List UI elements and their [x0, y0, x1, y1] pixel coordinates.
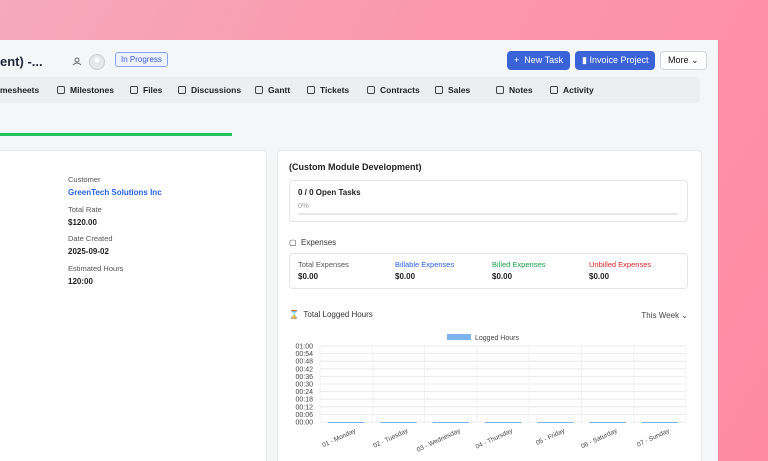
- expense-label: Unbilled Expenses: [589, 260, 652, 269]
- legend-label: Logged Hours: [475, 335, 519, 342]
- x-tick-label: 07 - Sunday: [636, 427, 671, 448]
- app-window: ent) -... In Progress + New Task ▮ Invoi…: [0, 40, 718, 461]
- field-label: Customer: [68, 175, 101, 184]
- overview-card: (Custom Module Development) 0 / 0 Open T…: [277, 150, 702, 461]
- tab[interactable]: Notes: [496, 85, 533, 95]
- open-tasks-label: 0 / 0 Open Tasks: [298, 188, 361, 197]
- field-value: 2025-09-02: [68, 247, 109, 256]
- button-label: New Task: [524, 55, 564, 65]
- progress-bar: [0, 133, 232, 136]
- field-value: 120:00: [68, 276, 93, 286]
- open-tasks-percent: 0%: [298, 201, 309, 210]
- expense-label: Billable Expenses: [395, 260, 455, 269]
- bar: [380, 422, 417, 423]
- y-tick-label: 00:36: [295, 374, 313, 381]
- expense-label: Billed Expenses: [492, 260, 546, 269]
- button-label: Invoice Project: [589, 55, 649, 65]
- tab-icon: [307, 86, 315, 94]
- more-button[interactable]: More ⌄: [660, 51, 707, 70]
- tab-icon: [367, 86, 375, 94]
- y-tick-label: 01:00: [295, 344, 313, 351]
- member-icons: [72, 54, 105, 70]
- field-label: Total Rate: [68, 204, 102, 214]
- tab[interactable]: Milestones: [57, 85, 114, 95]
- bar: [641, 422, 679, 423]
- expenses-box: Total Expenses $0.00 Billable Expenses $0.0…: [289, 253, 688, 289]
- expense-value: $0.00: [589, 272, 610, 281]
- tab-icon: [550, 86, 558, 94]
- tab[interactable]: Tickets: [307, 85, 349, 95]
- expense-label: Total Expenses: [298, 260, 349, 269]
- project-title[interactable]: ent) -...: [0, 54, 43, 69]
- y-tick-label: 00:18: [295, 397, 313, 404]
- bar: [589, 422, 626, 423]
- y-tick-label: 00:00: [295, 420, 313, 427]
- open-tasks-box: 0 / 0 Open Tasks 0%: [289, 180, 688, 222]
- logged-hours-title: ⌛ Total Logged Hours: [289, 310, 373, 319]
- period-select[interactable]: This Week ⌄: [641, 311, 688, 320]
- bar: [536, 422, 574, 423]
- overview-title: (Custom Module Development): [289, 162, 422, 172]
- tab-icon: [178, 86, 186, 94]
- tab[interactable]: mesheets: [0, 85, 40, 95]
- expenses-title-text: Expenses: [301, 238, 337, 247]
- tab-icon: [255, 86, 263, 94]
- tab-bar: mesheets Milestones Files Discussions Gantt T…: [0, 77, 700, 103]
- invoice-button[interactable]: ▮ Invoice Project: [575, 51, 656, 70]
- tab[interactable]: Gantt: [255, 85, 290, 95]
- bar: [327, 422, 365, 423]
- x-tick-label: 03 - Wednesday: [416, 427, 462, 454]
- legend-swatch: [447, 334, 471, 340]
- project-info-card: Customer GreenTech Solutions Inc Total Rat…: [0, 150, 267, 461]
- tab[interactable]: Activity: [550, 85, 594, 95]
- x-tick-label: 02 - Tuesday: [372, 427, 410, 450]
- expense-value: $0.00: [395, 272, 416, 281]
- bar: [484, 422, 522, 423]
- expenses-title: ▢ Expenses: [289, 238, 337, 247]
- button-label: More: [668, 55, 689, 65]
- open-tasks-track: [298, 213, 678, 215]
- y-tick-label: 00:30: [295, 382, 313, 389]
- x-tick-label: 04 - Thursday: [475, 427, 515, 451]
- field-label: Estimated Hours: [68, 263, 124, 273]
- y-tick-label: 00:06: [295, 412, 313, 419]
- tab[interactable]: Files: [130, 85, 162, 95]
- bar: [432, 422, 470, 423]
- x-tick-label: 01 - Monday: [321, 427, 357, 449]
- tab-icon: [57, 86, 65, 94]
- expense-value: $0.00: [492, 272, 513, 281]
- tab-icon: [435, 86, 443, 94]
- expense-value: $0.00: [298, 272, 319, 281]
- x-tick-label: 06 - Saturday: [580, 427, 619, 450]
- y-tick-label: 00:12: [295, 404, 313, 411]
- x-tick-label: 05 - Friday: [535, 427, 567, 447]
- status-badge: In Progress: [115, 52, 168, 67]
- y-tick-label: 00:24: [295, 389, 313, 396]
- field-label: Date Created: [68, 234, 113, 243]
- y-tick-label: 00:54: [295, 351, 313, 358]
- field-value: $120.00: [68, 217, 97, 227]
- logged-hours-title-text: Total Logged Hours: [303, 310, 373, 319]
- tab-icon: [496, 86, 504, 94]
- tab[interactable]: Contracts: [367, 85, 420, 95]
- period-text: This Week: [641, 311, 680, 320]
- logged-hours-chart: 00:0000:0600:1200:1800:2400:3000:3600:42…: [295, 334, 687, 454]
- tab-icon: [130, 86, 138, 94]
- y-tick-label: 00:48: [295, 359, 313, 366]
- y-tick-label: 00:42: [295, 366, 313, 373]
- new-task-button[interactable]: + New Task: [507, 51, 571, 70]
- tab[interactable]: Discussions: [178, 85, 241, 95]
- field-value[interactable]: GreenTech Solutions Inc: [68, 188, 162, 197]
- tab[interactable]: Sales: [435, 85, 470, 95]
